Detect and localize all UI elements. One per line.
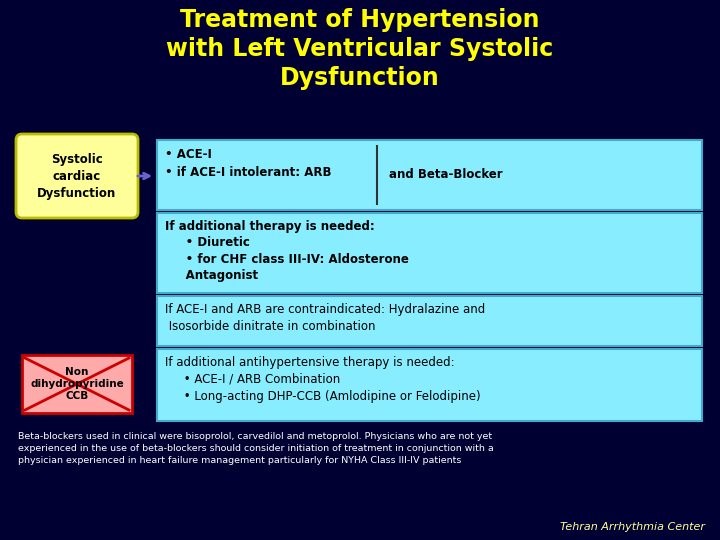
- Text: Systolic
cardiac
Dysfunction: Systolic cardiac Dysfunction: [37, 152, 117, 199]
- Text: If ACE-I and ARB are contraindicated: Hydralazine and
 Isosorbide dinitrate in c: If ACE-I and ARB are contraindicated: Hy…: [165, 303, 485, 333]
- Text: Tehran Arrhythmia Center: Tehran Arrhythmia Center: [560, 522, 705, 532]
- FancyBboxPatch shape: [16, 134, 138, 218]
- Text: • ACE-I
• if ACE-I intolerant: ARB: • ACE-I • if ACE-I intolerant: ARB: [165, 148, 331, 179]
- FancyBboxPatch shape: [157, 213, 702, 293]
- FancyBboxPatch shape: [157, 349, 702, 421]
- FancyBboxPatch shape: [157, 140, 702, 210]
- Text: If additional therapy is needed:
     • Diuretic
     • for CHF class III-IV: Al: If additional therapy is needed: • Diure…: [165, 220, 409, 282]
- Text: Treatment of Hypertension
with Left Ventricular Systolic
Dysfunction: Treatment of Hypertension with Left Vent…: [166, 8, 554, 90]
- Text: If additional antihypertensive therapy is needed:
     • ACE-I / ARB Combination: If additional antihypertensive therapy i…: [165, 356, 481, 403]
- FancyBboxPatch shape: [22, 355, 132, 413]
- Text: and Beta-Blocker: and Beta-Blocker: [389, 168, 503, 181]
- Text: Non
dihydropyridine
CCB: Non dihydropyridine CCB: [30, 367, 124, 401]
- Text: Beta-blockers used in clinical were bisoprolol, carvedilol and metoprolol. Physi: Beta-blockers used in clinical were biso…: [18, 432, 494, 465]
- FancyBboxPatch shape: [157, 296, 702, 346]
